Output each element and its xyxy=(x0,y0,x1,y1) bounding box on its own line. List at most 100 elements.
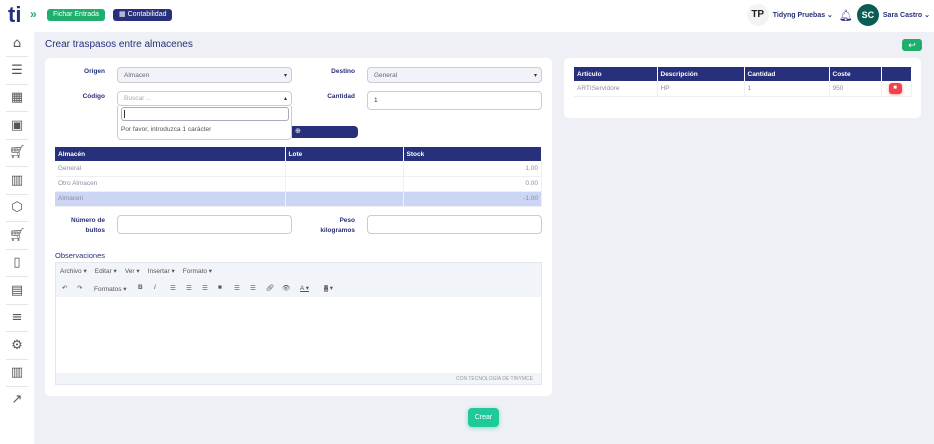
editor-content[interactable] xyxy=(56,297,541,373)
codigo-select[interactable]: Buscar ... ▴ xyxy=(117,91,292,106)
list-icon[interactable]: ≡ xyxy=(11,310,23,325)
add-line-button[interactable]: ⊕ xyxy=(292,126,358,138)
lines-table: Artículo Descripción Cantidad Coste ARTISer… xyxy=(574,67,912,97)
table-row: ARTIServidore HP 1 950 ■ xyxy=(574,81,912,97)
company-selector[interactable]: Tidyng Pruebas ⌄ xyxy=(772,12,833,19)
background-color-icon[interactable]: A ▾ xyxy=(324,285,334,292)
justify-icon[interactable]: ■ xyxy=(218,284,222,291)
cell xyxy=(285,191,404,207)
undo-icon[interactable]: ↶ xyxy=(62,285,68,292)
codigo-dropdown: Por favor, introduzca 1 carácter xyxy=(117,106,292,140)
indent-icon[interactable]: ☰ xyxy=(250,285,256,292)
gear-search-icon[interactable]: ⚙ xyxy=(11,338,23,353)
menu-formato[interactable]: Formato ▾ xyxy=(182,268,213,275)
text-color-icon[interactable]: A ▾ xyxy=(300,285,310,292)
form-card: Origen Almacen ▾ Destino General ▾ Código … xyxy=(45,58,552,396)
dropdown-message: Por favor, introduzca 1 carácter xyxy=(121,126,212,133)
align-center-icon[interactable]: ☰ xyxy=(186,285,192,292)
trash-icon: ■ xyxy=(893,84,897,91)
cart-alt-icon[interactable]: 🛒︎ xyxy=(9,228,26,243)
col-articulo: Artículo xyxy=(574,67,658,81)
create-button[interactable]: Crear xyxy=(468,408,499,427)
col-almacen: Almacén xyxy=(55,147,286,161)
italic-icon[interactable]: I xyxy=(154,284,156,291)
origen-value: Almacen xyxy=(124,71,150,79)
cell: Almacen xyxy=(55,191,286,207)
editor-menubar: Archivo ▾ Editar ▾ Ver ▾ Insertar ▾ Form… xyxy=(60,267,212,275)
home-icon[interactable]: ⌂ xyxy=(12,36,22,51)
back-button[interactable]: ↩ xyxy=(902,39,922,51)
peso-input[interactable] xyxy=(367,215,542,234)
col-lote: Lote xyxy=(285,147,404,161)
observaciones-label: Observaciones xyxy=(55,251,106,260)
delete-button[interactable]: ■ xyxy=(888,82,902,94)
codigo-label: Código xyxy=(82,93,105,100)
table-row-selected[interactable]: Almacen -1.00 xyxy=(55,191,542,207)
cart-icon[interactable]: 🛒︎ xyxy=(9,145,26,160)
formats-dropdown[interactable]: Formatos ▾ xyxy=(94,286,127,293)
user-area: TP Tidyng Pruebas ⌄ 🔔︎ SC Sara Castro ⌄ xyxy=(746,4,930,26)
preview-icon[interactable]: 👁︎ xyxy=(282,285,291,292)
top-bar: ti » Fichar Entrada ▦ Contabilidad TP Ti… xyxy=(0,0,934,32)
suitcase-icon[interactable]: ▤ xyxy=(10,283,24,298)
calendar-icon[interactable]: ▦ xyxy=(10,90,24,105)
logo: ti xyxy=(8,2,22,27)
codigo-placeholder: Buscar ... xyxy=(124,95,152,102)
origen-label: Origen xyxy=(84,68,105,75)
sliders-icon[interactable]: ☰ xyxy=(11,63,23,78)
destino-label: Destino xyxy=(331,68,355,75)
cantidad-input[interactable]: 1 xyxy=(367,91,542,110)
editor-footer: CON TECNOLOGÍA DE TINYMCE xyxy=(455,376,533,382)
user-avatar[interactable]: SC xyxy=(856,4,879,26)
outdent-icon[interactable]: ☰ xyxy=(234,285,240,292)
bold-icon[interactable]: B xyxy=(138,284,143,291)
col-cantidad: Cantidad xyxy=(744,67,830,81)
user-menu[interactable]: Sara Castro ⌄ xyxy=(882,12,930,19)
redo-icon[interactable]: ↷ xyxy=(77,285,83,292)
destino-value: General xyxy=(374,71,398,79)
menu-archivo[interactable]: Archivo ▾ xyxy=(60,268,87,275)
expand-icon[interactable]: » xyxy=(30,7,37,21)
align-right-icon[interactable]: ☰ xyxy=(202,285,208,292)
store-icon[interactable]: ▥ xyxy=(10,173,24,188)
clipboard-icon[interactable]: ▯ xyxy=(13,255,21,270)
trending-icon[interactable]: ↗ xyxy=(11,392,23,407)
col-coste: Coste xyxy=(829,67,882,81)
stock-table: Almacén Lote Stock General 1.00 Otro Almace… xyxy=(55,147,542,207)
contabilidad-button[interactable]: ▦ Contabilidad xyxy=(113,9,173,21)
bultos-label: Número de bultos xyxy=(71,217,105,234)
chevron-up-icon: ▴ xyxy=(283,96,287,102)
plus-circle-icon: ⊕ xyxy=(295,128,301,135)
origen-select[interactable]: Almacen ▾ xyxy=(117,67,292,83)
bell-icon[interactable]: 🔔︎ xyxy=(838,8,853,22)
briefcase-icon[interactable]: ▣ xyxy=(10,118,24,133)
menu-editar[interactable]: Editar ▾ xyxy=(94,268,117,275)
lines-card: Artículo Descripción Cantidad Coste ARTISer… xyxy=(564,58,921,118)
cell: 1.00 xyxy=(403,161,542,177)
company-avatar[interactable]: TP xyxy=(746,4,769,26)
menu-insertar[interactable]: Insertar ▾ xyxy=(147,268,175,275)
codigo-search-input[interactable] xyxy=(121,107,289,121)
col-descripcion: Descripción xyxy=(657,67,745,81)
chevron-down-icon: ▾ xyxy=(283,72,287,79)
box-icon[interactable]: ⬡ xyxy=(11,200,23,215)
menu-ver[interactable]: Ver ▾ xyxy=(124,268,140,275)
cell: HP xyxy=(657,81,745,97)
cantidad-label: Cantidad xyxy=(327,93,355,100)
company-name: Tidyng Pruebas xyxy=(772,12,826,19)
table-row[interactable]: Otro Almacen 0.00 xyxy=(55,176,542,192)
bultos-input[interactable] xyxy=(117,215,292,234)
fichar-entrada-button[interactable]: Fichar Entrada xyxy=(47,9,105,21)
table-row[interactable]: General 1.00 xyxy=(55,161,542,177)
chevron-down-icon: ▾ xyxy=(533,72,537,79)
col-stock: Stock xyxy=(403,147,542,161)
books-icon[interactable]: ▥ xyxy=(10,365,24,380)
cell: General xyxy=(55,161,286,177)
peso-label: Peso kilogramos xyxy=(320,217,355,234)
link-icon[interactable]: 🔗︎ xyxy=(266,285,275,292)
destino-select[interactable]: General ▾ xyxy=(367,67,542,83)
cell: Otro Almacen xyxy=(55,176,286,192)
col-actions xyxy=(881,67,912,81)
align-left-icon[interactable]: ☰ xyxy=(170,285,176,292)
observaciones-editor: Archivo ▾ Editar ▾ Ver ▾ Insertar ▾ Form… xyxy=(55,262,542,385)
